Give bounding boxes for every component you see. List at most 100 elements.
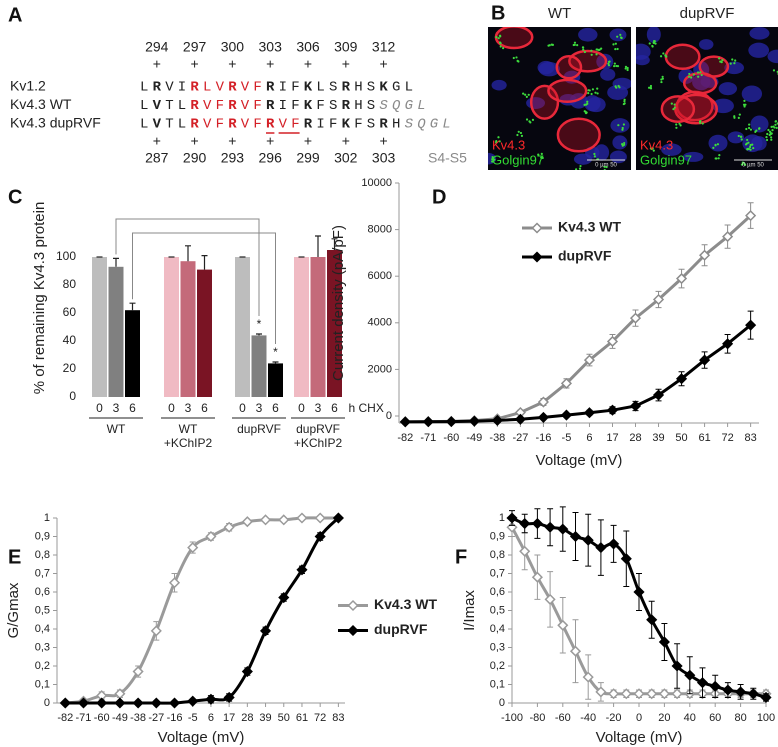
golgi-dot bbox=[752, 147, 755, 150]
golgi-dot bbox=[737, 116, 740, 119]
x-tick-label: 61 bbox=[296, 712, 308, 724]
golgi-dot bbox=[729, 62, 732, 65]
micrograph bbox=[636, 27, 778, 170]
golgi-dot bbox=[662, 52, 665, 55]
marker bbox=[760, 691, 772, 704]
golgi-dot bbox=[772, 69, 776, 72]
marker bbox=[557, 523, 569, 535]
nucleus bbox=[594, 144, 610, 161]
residue-number: 293 bbox=[221, 150, 245, 166]
residue-number: 300 bbox=[221, 39, 245, 55]
sequence-segment: IF bbox=[279, 98, 304, 114]
sequence-segment: R bbox=[266, 80, 279, 96]
sequence-segment: K bbox=[342, 117, 355, 133]
golgi-dot bbox=[616, 65, 620, 68]
sequence-segment: VI bbox=[165, 80, 190, 96]
golgi-dot bbox=[593, 155, 596, 158]
marker bbox=[699, 249, 711, 261]
x-tick-label: -49 bbox=[112, 712, 128, 724]
bar bbox=[197, 269, 212, 397]
sequence-segment: K bbox=[379, 80, 392, 96]
nucleus bbox=[698, 39, 714, 50]
marker bbox=[132, 697, 144, 709]
y-tick-label: 0,8 bbox=[35, 549, 50, 561]
stained-cell bbox=[568, 49, 608, 73]
golgi-dot bbox=[540, 152, 543, 155]
golgi-dot bbox=[624, 65, 628, 68]
golgi-dot bbox=[660, 80, 663, 84]
group-label: WT bbox=[107, 422, 126, 436]
x-tick-label: 50 bbox=[675, 432, 687, 444]
x-tick-label: 50 bbox=[278, 712, 290, 724]
marker bbox=[560, 377, 573, 389]
residue-number: 306 bbox=[296, 39, 320, 55]
golgi-dot bbox=[623, 141, 626, 145]
golgi-dot bbox=[600, 47, 603, 50]
significance-mark: * bbox=[273, 345, 278, 359]
marker bbox=[684, 669, 696, 681]
golgi-dot bbox=[699, 121, 702, 124]
marker bbox=[544, 521, 556, 533]
golgi-dot bbox=[590, 53, 593, 56]
golgi-dot bbox=[673, 103, 676, 106]
sequence-segment: L bbox=[140, 80, 153, 96]
golgi-dot bbox=[690, 76, 693, 79]
golgi-dot bbox=[499, 42, 502, 45]
y-tick-label: 0,7 bbox=[35, 567, 50, 579]
marker bbox=[696, 677, 709, 689]
comparison-bracket bbox=[115, 218, 260, 316]
golgi-dot bbox=[651, 44, 654, 48]
legend-marker bbox=[531, 251, 543, 263]
sequence-segment: R bbox=[228, 117, 241, 133]
x-tick-label: 6 bbox=[129, 401, 136, 415]
golgi-dot bbox=[747, 141, 750, 144]
golgi-dot bbox=[737, 134, 740, 138]
sequence-segment: R bbox=[190, 98, 203, 114]
golgi-dot bbox=[673, 106, 676, 109]
marker bbox=[646, 688, 658, 700]
golgi-dot bbox=[743, 99, 746, 102]
y-tick-label: 0,4 bbox=[490, 623, 505, 635]
charge-mark: + bbox=[153, 133, 161, 149]
series-line bbox=[65, 516, 340, 705]
nucleus bbox=[610, 118, 630, 133]
golgi-dot bbox=[652, 41, 656, 44]
golgi-dot bbox=[721, 58, 724, 62]
sequence-segment: R bbox=[228, 80, 241, 96]
golgi-dot bbox=[617, 124, 620, 127]
image-title: WT bbox=[548, 5, 571, 22]
golgi-dot bbox=[712, 146, 715, 149]
x-tick-label: 6 bbox=[208, 712, 214, 724]
marker bbox=[629, 400, 642, 412]
marker bbox=[537, 411, 549, 423]
marker bbox=[223, 691, 235, 704]
bar bbox=[327, 250, 342, 397]
nucleus bbox=[748, 42, 770, 58]
y-axis-title: Current density (pA/pF) bbox=[330, 225, 347, 381]
golgi-dot bbox=[733, 116, 736, 119]
golgi-dot bbox=[679, 124, 682, 127]
golgi-dot bbox=[603, 165, 606, 168]
marker bbox=[506, 512, 518, 524]
charge-mark: + bbox=[153, 56, 161, 72]
marker bbox=[314, 512, 326, 524]
sequence-segment: SQGL bbox=[405, 117, 455, 133]
legend-label: Kv4.3 WT bbox=[374, 596, 437, 612]
x-tick-label: 72 bbox=[314, 712, 326, 724]
sequence-segment: SQGL bbox=[379, 98, 429, 114]
error-bar bbox=[113, 257, 119, 267]
marker bbox=[96, 697, 108, 709]
residue-number: 294 bbox=[145, 39, 169, 55]
golgi-dot bbox=[519, 131, 523, 135]
marker bbox=[241, 665, 253, 678]
marker bbox=[675, 272, 688, 285]
golgi-dot bbox=[699, 71, 702, 74]
marker bbox=[422, 416, 434, 428]
sequence-segment: R bbox=[190, 80, 203, 96]
marker bbox=[259, 625, 272, 637]
marker bbox=[560, 409, 573, 421]
golgi-dot bbox=[675, 123, 678, 126]
marker bbox=[544, 593, 556, 605]
charge-mark: + bbox=[380, 133, 388, 149]
